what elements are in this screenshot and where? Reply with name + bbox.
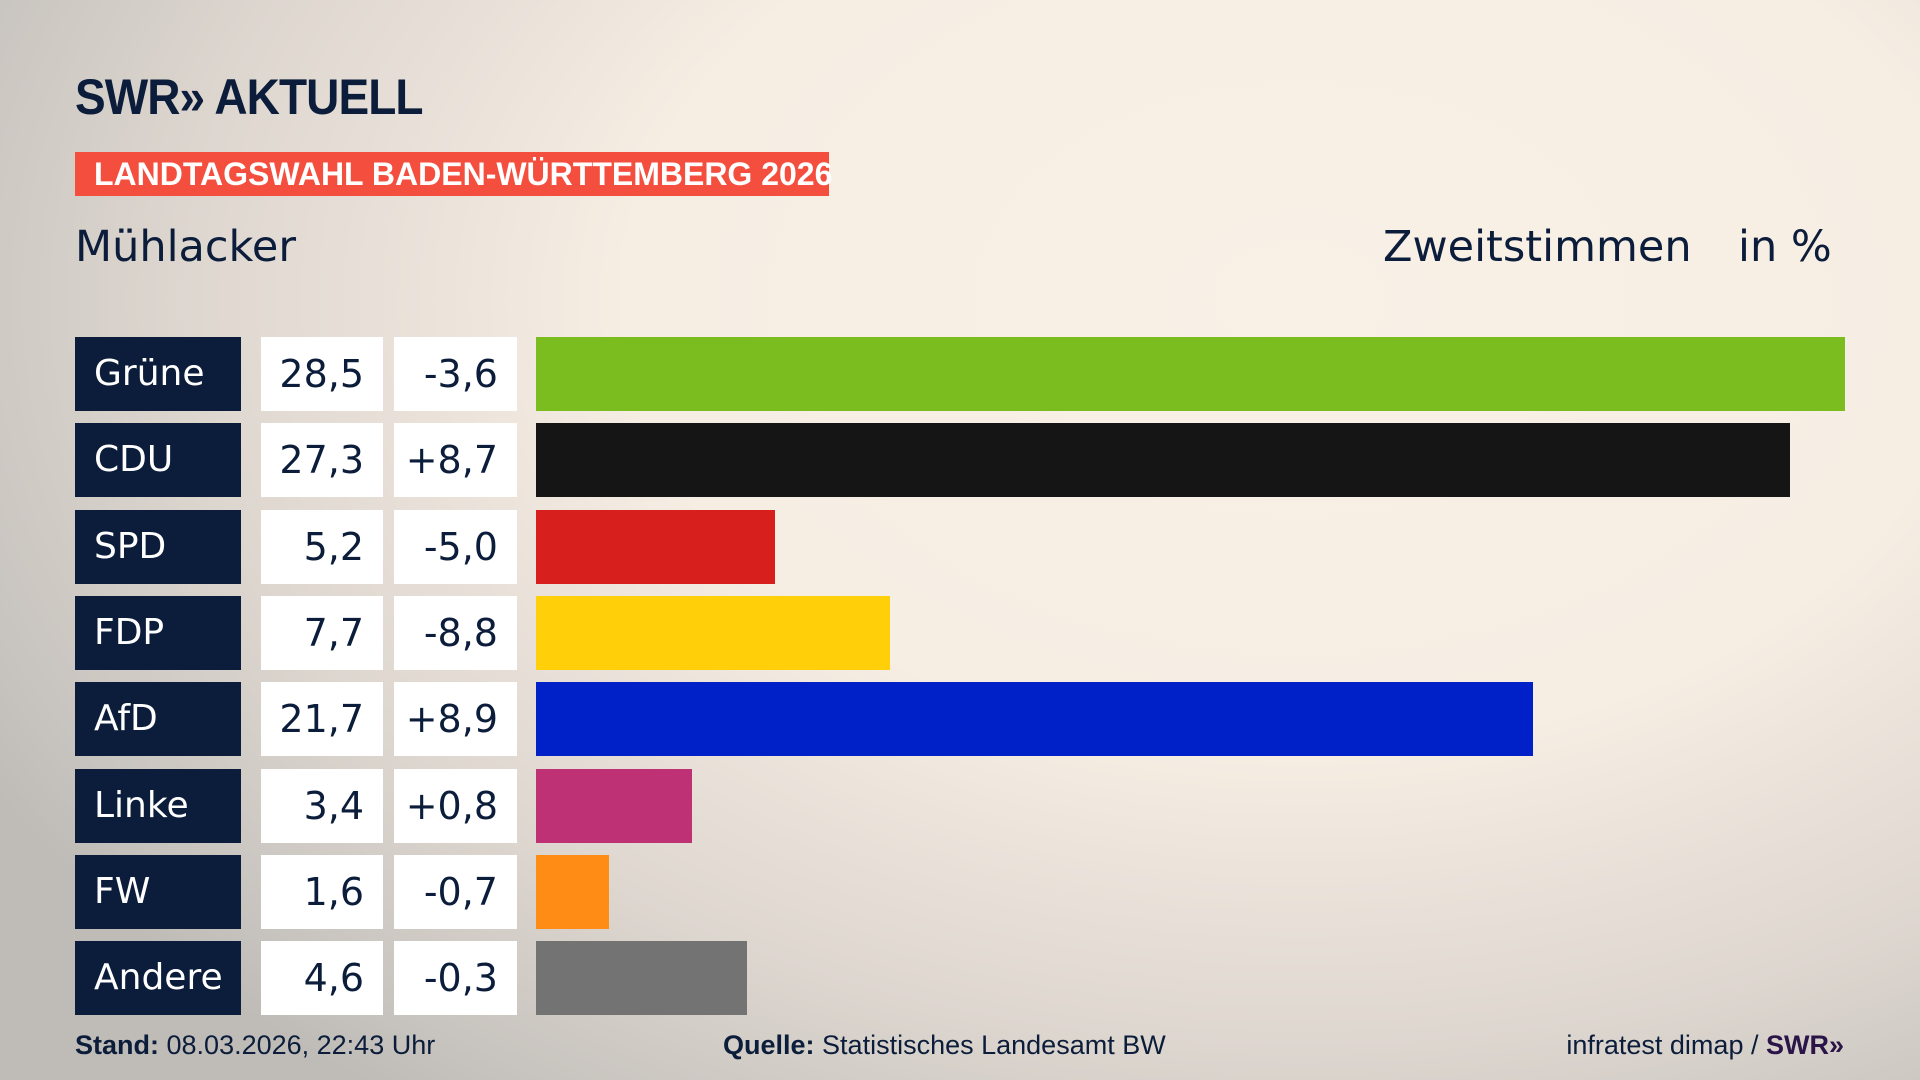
bar-row: Andere 4,6 -0,3	[0, 941, 1920, 1016]
change-label: -0,3	[394, 941, 517, 1016]
bar-row: Linke 3,4 +0,8	[0, 768, 1920, 843]
source: Quelle: Statistisches Landesamt BW	[723, 1030, 1166, 1061]
party-label: FW	[75, 854, 241, 929]
change-label: -5,0	[394, 509, 517, 584]
bar-row: AfD 21,7 +8,9	[0, 682, 1920, 757]
party-label: CDU	[75, 423, 241, 498]
credit: infratest dimap / SWR»	[1566, 1030, 1844, 1061]
party-label: SPD	[75, 509, 241, 584]
value-label: 21,7	[261, 682, 383, 757]
bar	[536, 941, 748, 1016]
change-label: -8,8	[394, 595, 517, 670]
stand-value: 08.03.2026, 22:43 Uhr	[166, 1030, 436, 1060]
party-label: FDP	[75, 595, 241, 670]
bar	[536, 682, 1533, 757]
bar-row: CDU 27,3 +8,7	[0, 423, 1920, 498]
bar	[536, 509, 775, 584]
source-label: Quelle:	[723, 1030, 815, 1060]
timestamp: Stand: 08.03.2026, 22:43 Uhr	[75, 1030, 435, 1061]
party-label: Grüne	[75, 337, 241, 411]
vote-type: Zweitstimmen	[1383, 222, 1692, 272]
party-label: Linke	[75, 768, 241, 843]
bar	[536, 337, 1845, 411]
value-label: 7,7	[261, 595, 383, 670]
party-label: AfD	[75, 682, 241, 757]
swr-logo: SWR»	[1765, 1030, 1844, 1060]
change-label: +8,7	[394, 423, 517, 498]
bar-row: SPD 5,2 -5,0	[0, 509, 1920, 584]
bar	[536, 423, 1790, 498]
value-label: 27,3	[261, 423, 383, 498]
bar	[536, 768, 693, 843]
change-label: +8,9	[394, 682, 517, 757]
value-label: 5,2	[261, 509, 383, 584]
bar	[536, 854, 610, 929]
value-label: 4,6	[261, 941, 383, 1016]
change-label: -0,7	[394, 854, 517, 929]
credit-text: infratest dimap /	[1566, 1030, 1759, 1060]
source-value: Statistisches Landesamt BW	[822, 1030, 1166, 1060]
election-banner: LANDTAGSWAHL BADEN-WÜRTTEMBERG 2026	[75, 152, 832, 196]
value-label: 28,5	[261, 337, 383, 411]
change-label: -3,6	[394, 337, 517, 411]
value-label: 1,6	[261, 854, 383, 929]
bar-row: Grüne 28,5 -3,6	[0, 337, 1920, 411]
stand-label: Stand:	[75, 1030, 159, 1060]
party-label: Andere	[75, 941, 241, 1016]
unit-label: in %	[1738, 222, 1832, 272]
bar-row: FW 1,6 -0,7	[0, 854, 1920, 929]
constituency-title: Mühlacker	[75, 222, 297, 272]
change-label: +0,8	[394, 768, 517, 843]
swr-aktuell-logo: SWR» AKTUELL	[75, 69, 423, 125]
value-label: 3,4	[261, 768, 383, 843]
bar-row: FDP 7,7 -8,8	[0, 595, 1920, 670]
bar	[536, 595, 890, 670]
